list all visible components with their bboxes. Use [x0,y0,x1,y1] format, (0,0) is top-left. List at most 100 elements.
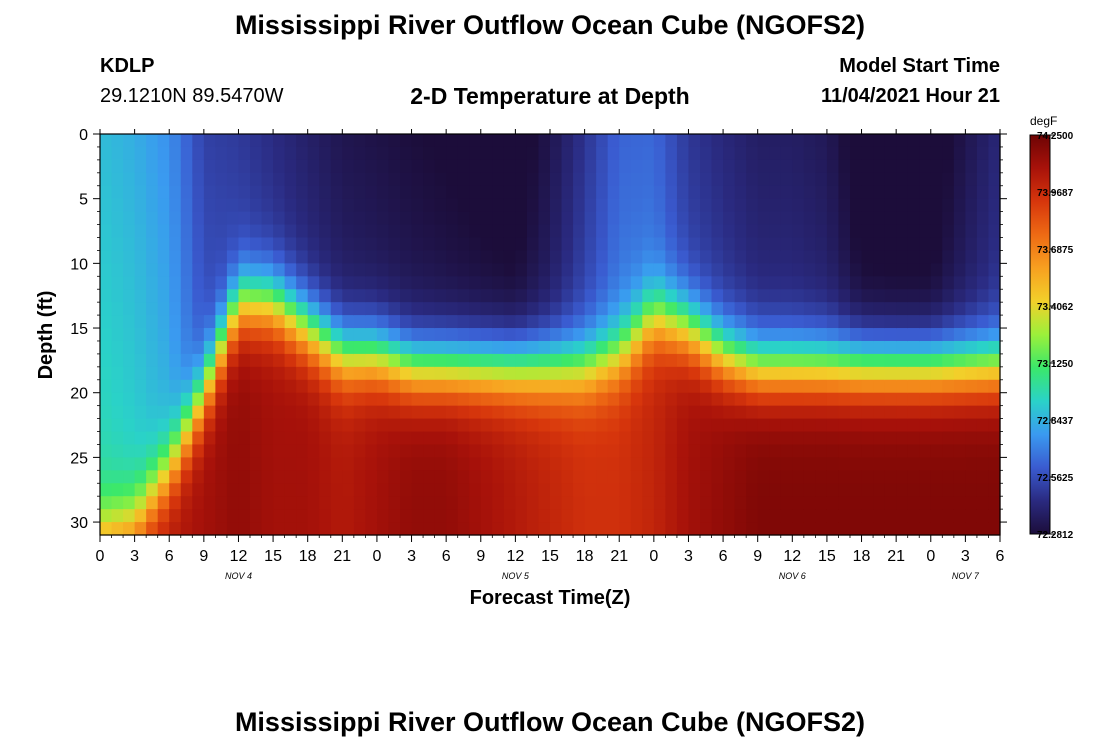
heatmap-cell [342,211,355,226]
heatmap-cell [526,315,540,329]
heatmap-cell [988,496,1001,510]
heatmap-cell [457,470,470,484]
heatmap-cell [861,379,874,394]
heatmap-cell [111,405,124,420]
heatmap-cell [550,263,563,277]
heatmap-cell [492,198,505,213]
heatmap-cell [792,457,805,471]
heatmap-cell [376,366,390,381]
heatmap-cell [515,224,528,239]
heatmap-cell [169,470,182,484]
heatmap-cell [111,431,124,446]
heatmap-cell [803,289,816,303]
heatmap-cell [157,172,170,187]
heatmap-cell [215,224,228,239]
heatmap-cell [584,405,597,420]
heatmap-cell [180,340,193,355]
heatmap-cell [480,509,493,523]
heatmap-cell [769,146,782,161]
heatmap-cell [353,159,366,174]
heatmap-cell [100,418,113,433]
heatmap-cell [642,496,655,510]
heatmap-cell [446,315,459,329]
heatmap-cell [526,211,540,226]
heatmap-cell [584,146,597,161]
heatmap-cell [930,405,943,420]
heatmap-cell [538,431,551,446]
heatmap-cell [907,328,920,342]
heatmap-cell [653,379,666,394]
heatmap-cell [146,250,159,264]
heatmap-cell [942,315,955,329]
heatmap-cell [250,289,263,303]
heatmap-cell [169,146,182,161]
heatmap-cell [446,328,459,342]
heatmap-cell [330,134,343,148]
heatmap-cell [492,159,505,174]
heatmap-cell [619,392,632,407]
heatmap-cell [169,328,182,342]
heatmap-cell [792,392,805,407]
heatmap-cell [284,418,297,433]
heatmap-cell [607,353,620,368]
heatmap-cell [976,509,990,523]
heatmap-cell [907,431,920,446]
heatmap-cell [342,353,355,368]
heatmap-cell [400,483,413,497]
heatmap-cell [988,172,1001,187]
heatmap-cell [111,146,124,161]
heatmap-cell [919,405,932,420]
heatmap-cell [734,172,747,187]
heatmap-cell [515,509,528,523]
heatmap-cell [896,522,909,536]
heatmap-cell [457,237,470,252]
heatmap-cell [503,483,516,497]
heatmap-cell [307,276,320,290]
heatmap-cell [411,224,424,239]
heatmap-cell [284,509,297,523]
heatmap-cell [942,302,955,316]
heatmap-cell [284,302,297,316]
heatmap-cell [676,250,690,264]
heatmap-cell [388,172,401,187]
heatmap-cell [896,483,909,497]
heatmap-cell [700,418,713,433]
heatmap-cell [123,457,136,471]
heatmap-cell [388,509,401,523]
heatmap-cell [111,159,124,174]
heatmap-cell [423,224,436,239]
heatmap-cell [330,509,343,523]
heatmap-cell [573,159,586,174]
heatmap-cell [180,457,193,471]
heatmap-cell [469,198,482,213]
heatmap-cell [734,159,747,174]
heatmap-cell [573,431,586,446]
heatmap-cell [411,289,424,303]
heatmap-cell [550,379,563,394]
heatmap-cell [815,392,828,407]
heatmap-cell [988,509,1001,523]
heatmap-cell [538,392,551,407]
heatmap-cell [838,522,851,536]
heatmap-cell [850,405,863,420]
heatmap-cell [688,418,701,433]
heatmap-cell [700,302,713,316]
heatmap-cell [503,185,516,200]
heatmap-cell [226,496,240,510]
heatmap-cell [342,263,355,277]
heatmap-cell [884,431,897,446]
heatmap-cell [792,366,805,381]
heatmap-cell [273,134,286,148]
heatmap-cell [226,211,240,226]
heatmap-cell [896,353,909,368]
heatmap-cell [642,522,655,536]
heatmap-cell [723,496,736,510]
heatmap-cell [850,353,863,368]
heatmap-cell [284,172,297,187]
heatmap-cell [284,444,297,458]
heatmap-cell [896,340,909,355]
heatmap-cell [665,315,678,329]
heatmap-cell [446,159,459,174]
heatmap-cell [457,431,470,446]
heatmap-cell [861,405,874,420]
